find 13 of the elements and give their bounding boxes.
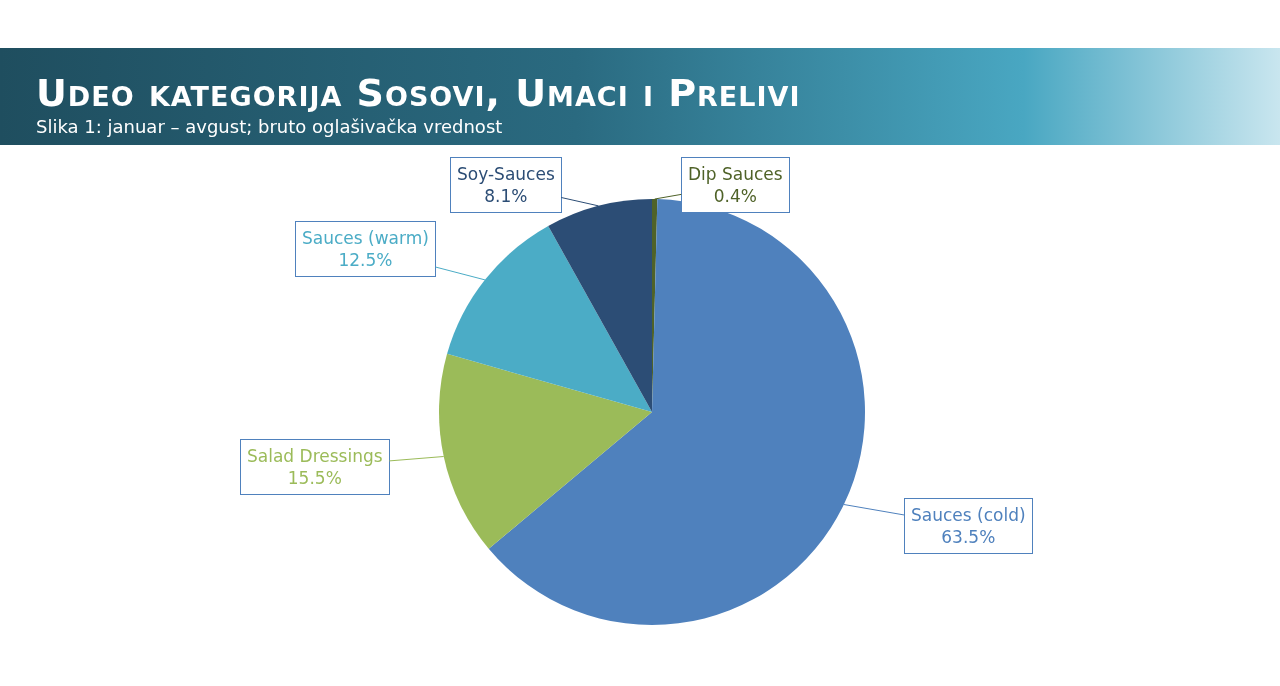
pie-slice [548, 199, 652, 412]
data-label: 15.5% [287, 468, 342, 489]
slice-label: Dip Sauces [688, 164, 783, 184]
data-label: 8.1% [484, 186, 528, 207]
chart-subtitle: Slika 1: januar – avgust; bruto oglašivačka vrednost [36, 116, 503, 137]
chart-title: Udeo kategorija Sosovi, Umaci i Prelivi [36, 71, 801, 115]
data-label: 0.4% [713, 186, 757, 207]
data-label: 12.5% [338, 250, 393, 271]
slice-label: Sauces (warm) [302, 228, 429, 248]
data-label: 63.5% [941, 527, 996, 548]
slice-label: Sauces (cold) [911, 505, 1026, 525]
slice-label: Salad Dressings [247, 446, 383, 466]
slice-label: Soy-Sauces [457, 164, 555, 184]
